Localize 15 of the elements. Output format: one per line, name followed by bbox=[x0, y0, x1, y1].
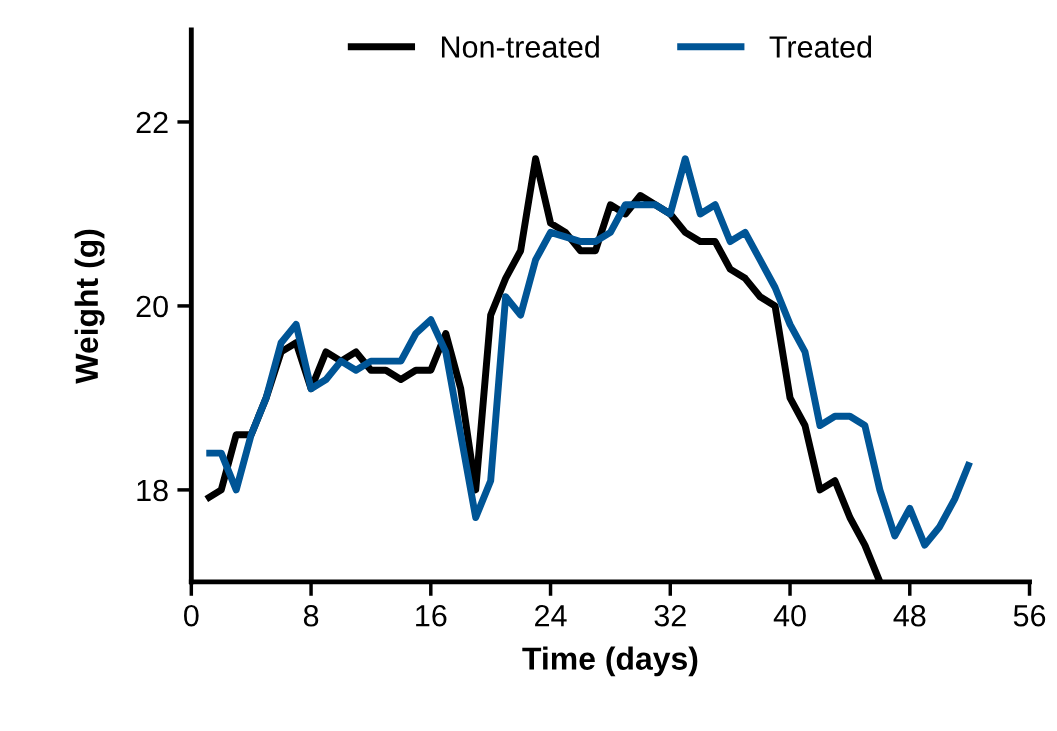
x-tick-label: 56 bbox=[1013, 604, 1046, 627]
x-tick-label: 32 bbox=[654, 604, 686, 627]
x-axis-title: Time (days) bbox=[522, 646, 698, 677]
y-tick-label: 18 bbox=[137, 479, 168, 502]
x-tick-label: 48 bbox=[893, 604, 926, 627]
legend-label: Treated bbox=[769, 35, 872, 58]
legend-label: Non-treated bbox=[441, 35, 599, 58]
y-tick-label: 20 bbox=[136, 295, 168, 318]
x-tick-label: 40 bbox=[773, 604, 806, 627]
x-tick-label: 8 bbox=[303, 604, 319, 627]
y-axis-title: Weight (g) bbox=[74, 229, 105, 384]
x-tick-label: 24 bbox=[535, 604, 567, 627]
x-tick-label: 16 bbox=[416, 604, 447, 627]
x-tick-label: 0 bbox=[184, 604, 199, 627]
y-tick-label: 22 bbox=[136, 111, 168, 134]
